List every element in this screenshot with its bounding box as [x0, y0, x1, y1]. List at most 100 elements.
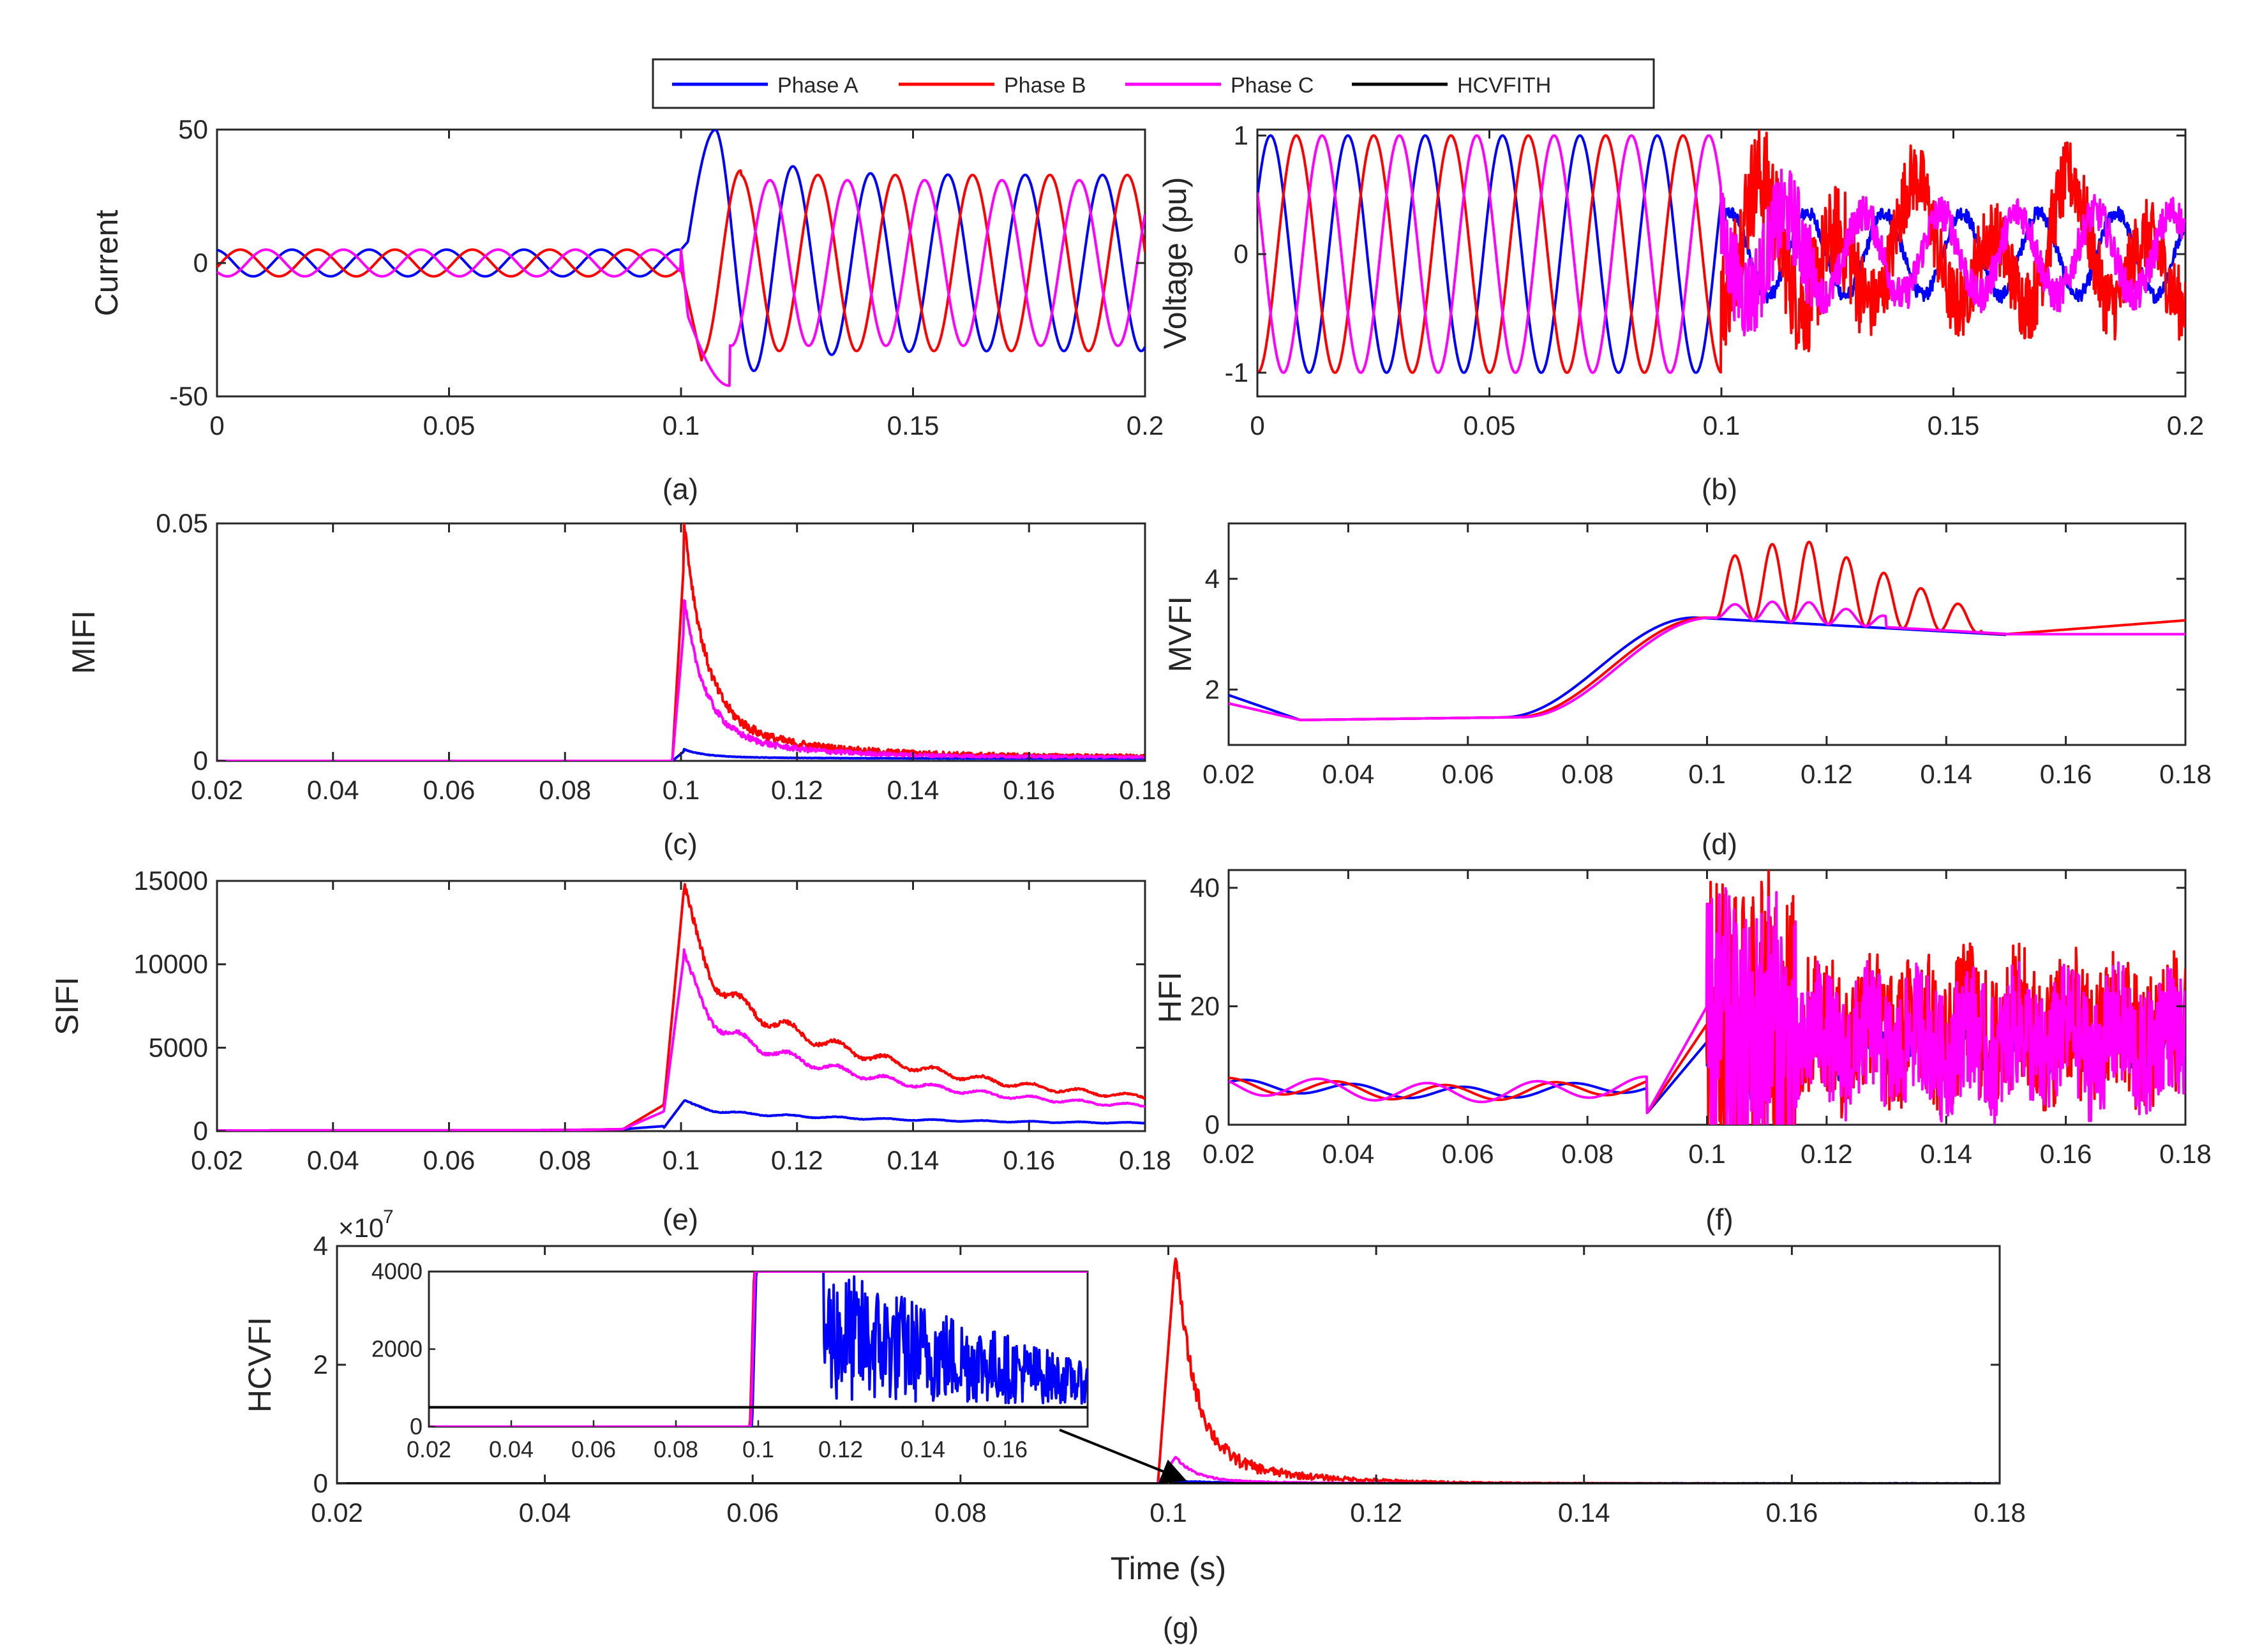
panel-f-xtick-label: 0.08 [1561, 1139, 1614, 1169]
panel-f-xtick-label: 0.18 [2159, 1139, 2212, 1169]
panel-b-caption: (b) [1702, 472, 1737, 506]
panel-e-xtick-label: 0.14 [887, 1145, 940, 1175]
panel-b-ylabel: Voltage (pu) [1157, 177, 1193, 349]
panel-g-caption: (g) [1163, 1611, 1199, 1644]
zoom-arrow [1059, 1429, 1187, 1483]
panel-b-ytick-label: 0 [1234, 239, 1248, 269]
panel-c-ylabel: MIFI [66, 610, 101, 674]
panel-b-series-phase-c [1257, 134, 2185, 374]
panel-a-series-phase-c [217, 179, 1145, 387]
panel-g-ytick-label: 0 [313, 1468, 328, 1498]
panel-g-inset-ytick-label: 4000 [371, 1258, 423, 1284]
panel-e-xtick-label: 0.18 [1119, 1145, 1171, 1175]
panel-g-y-exponent-power: 7 [383, 1206, 394, 1228]
panel-f-ytick-label: 40 [1190, 873, 1220, 903]
panel-g-xtick-label: 0.18 [1974, 1498, 2026, 1528]
panel-d-ylabel: MVFI [1162, 596, 1198, 672]
panel-d-xtick-label: 0.04 [1322, 759, 1375, 789]
panel-g-xtick-label: 0.16 [1766, 1498, 1818, 1528]
panel-f-xtick-label: 0.04 [1322, 1139, 1375, 1169]
panel-e-ytick-label: 15000 [133, 866, 208, 896]
panel-g-inset-xtick-label: 0.08 [654, 1436, 698, 1462]
panel-a-ytick-label: 0 [193, 248, 208, 278]
panel-g-xtick-label: 0.04 [519, 1498, 571, 1528]
panel-e-xtick-label: 0.16 [1003, 1145, 1055, 1175]
panel-f-xtick-label: 0.16 [2040, 1139, 2092, 1169]
panel-g-inset-ytick-label: 0 [410, 1413, 423, 1439]
panel-f-xtick-label: 0.06 [1442, 1139, 1494, 1169]
panel-g-ytick-label: 2 [313, 1349, 328, 1379]
panel-g-y-exponent: ×10 [338, 1213, 384, 1243]
panel-g-xtick-label: 0.14 [1558, 1498, 1610, 1528]
panel-e-xtick-label: 0.04 [307, 1145, 359, 1175]
panel-b-xtick-label: 0.1 [1703, 410, 1740, 440]
panel-c-xtick-label: 0.14 [887, 775, 940, 805]
panel-c-frame [216, 522, 1146, 762]
panel-g-ytick-label: 4 [313, 1231, 328, 1261]
panel-c-series-phase-c [217, 599, 1145, 761]
panel-g-inset-series-phase-a [429, 1272, 1088, 1427]
panel-d-caption: (d) [1702, 827, 1737, 860]
legend-label-phase-a: Phase A [777, 73, 858, 98]
panel-d-xtick-label: 0.06 [1442, 759, 1494, 789]
panel-d-xtick-label: 0.08 [1561, 759, 1614, 789]
panel-c-xtick-label: 0.02 [191, 775, 243, 805]
panel-g-inset-xtick-label: 0.12 [818, 1436, 863, 1462]
panel-a-ytick-label: 50 [178, 114, 208, 144]
panel-g-inset-xtick-label: 0.1 [742, 1436, 774, 1462]
panel-d-ytick-label: 4 [1205, 564, 1220, 594]
panel-d-xtick-label: 0.12 [1801, 759, 1853, 789]
panel-g-xlabel: Time (s) [1111, 1551, 1226, 1586]
legend-label-phase-b: Phase B [1004, 73, 1086, 98]
panel-e-xtick-label: 0.06 [423, 1145, 476, 1175]
panel-g-xtick-label: 0.08 [934, 1498, 987, 1528]
legend-label-hcvfith: HCVFITH [1457, 73, 1551, 98]
panel-a-xtick-label: 0.15 [887, 410, 940, 440]
panel-e-ytick-label: 5000 [149, 1032, 208, 1062]
panel-f-ytick-label: 20 [1190, 991, 1220, 1021]
panel-a-ytick-label: -50 [169, 381, 208, 411]
panel-a-xtick-label: 0.1 [663, 410, 700, 440]
panel-g: 0.02 0.04 0.06 0.08 0.1 0.12 0.14 0.16 0.18 0 2 4 ×1… [242, 1206, 2026, 1644]
panel-a-xtick-label: 0.2 [1127, 410, 1164, 440]
panel-d-xtick-label: 0.14 [1920, 759, 1972, 789]
panel-g-inset-xtick-label: 0.14 [901, 1436, 945, 1462]
panel-g-xtick-label: 0.06 [726, 1498, 779, 1528]
panel-g-ylabel: HCVFI [242, 1317, 278, 1413]
panel-d-xtick-label: 0.16 [2040, 759, 2092, 789]
panel-e-xtick-label: 0.02 [191, 1145, 243, 1175]
panel-c-xtick-label: 0.12 [771, 775, 823, 805]
panel-d: 0.02 0.04 0.06 0.08 0.1 0.12 0.14 0.16 0.18 2 4 (d)… [1162, 522, 2212, 860]
panel-c-xtick-label: 0.04 [307, 775, 359, 805]
panel-a-xtick-label: 0.05 [423, 410, 476, 440]
panel-g-inset-xtick-label: 0.02 [407, 1436, 451, 1462]
panel-b-xtick-label: 0.05 [1464, 410, 1516, 440]
panel-e-series-phase-c [217, 948, 1145, 1131]
panel-g-inset-xtick-label: 0.16 [983, 1436, 1028, 1462]
panel-c-xtick-label: 0.08 [539, 775, 591, 805]
panel-f-ytick-label: 0 [1205, 1109, 1220, 1139]
panel-c-ytick-label: 0.05 [156, 508, 208, 538]
panel-f-ylabel: HFI [1152, 972, 1188, 1023]
panel-d-ytick-label: 2 [1205, 674, 1220, 704]
panel-b-series-phase-b [1257, 130, 2185, 374]
legend-label-phase-c: Phase C [1231, 73, 1314, 98]
panel-e-ylabel: SIFI [49, 977, 85, 1035]
panel-g-series-phase-b [337, 1258, 2000, 1483]
panel-f: 0.02 0.04 0.06 0.08 0.1 0.12 0.14 0.16 0.18 0 20 40… [1152, 869, 2212, 1236]
panel-e-xtick-label: 0.08 [539, 1145, 591, 1175]
panel-g-inset-ytick-label: 2000 [371, 1336, 423, 1362]
panel-d-xtick-label: 0.18 [2159, 759, 2212, 789]
panel-b-xtick-label: 0 [1250, 410, 1264, 440]
panel-f-caption: (f) [1705, 1203, 1733, 1236]
panel-g-xtick-label: 0.1 [1150, 1498, 1187, 1528]
panel-e-caption: (e) [663, 1203, 698, 1236]
panel-b: 0 0.05 0.1 0.15 0.2-101(b)Voltage (pu) [1157, 120, 2204, 506]
panel-g-xtick-label: 0.12 [1350, 1498, 1402, 1528]
panel-c-caption: (c) [663, 827, 698, 860]
panel-c-xtick-label: 0.1 [663, 775, 700, 805]
panel-c: 0.02 0.04 0.06 0.08 0.1 0.12 0.14 0.16 0.18 0 0.05… [66, 508, 1171, 860]
panel-f-series-phase-c [1229, 887, 2185, 1125]
